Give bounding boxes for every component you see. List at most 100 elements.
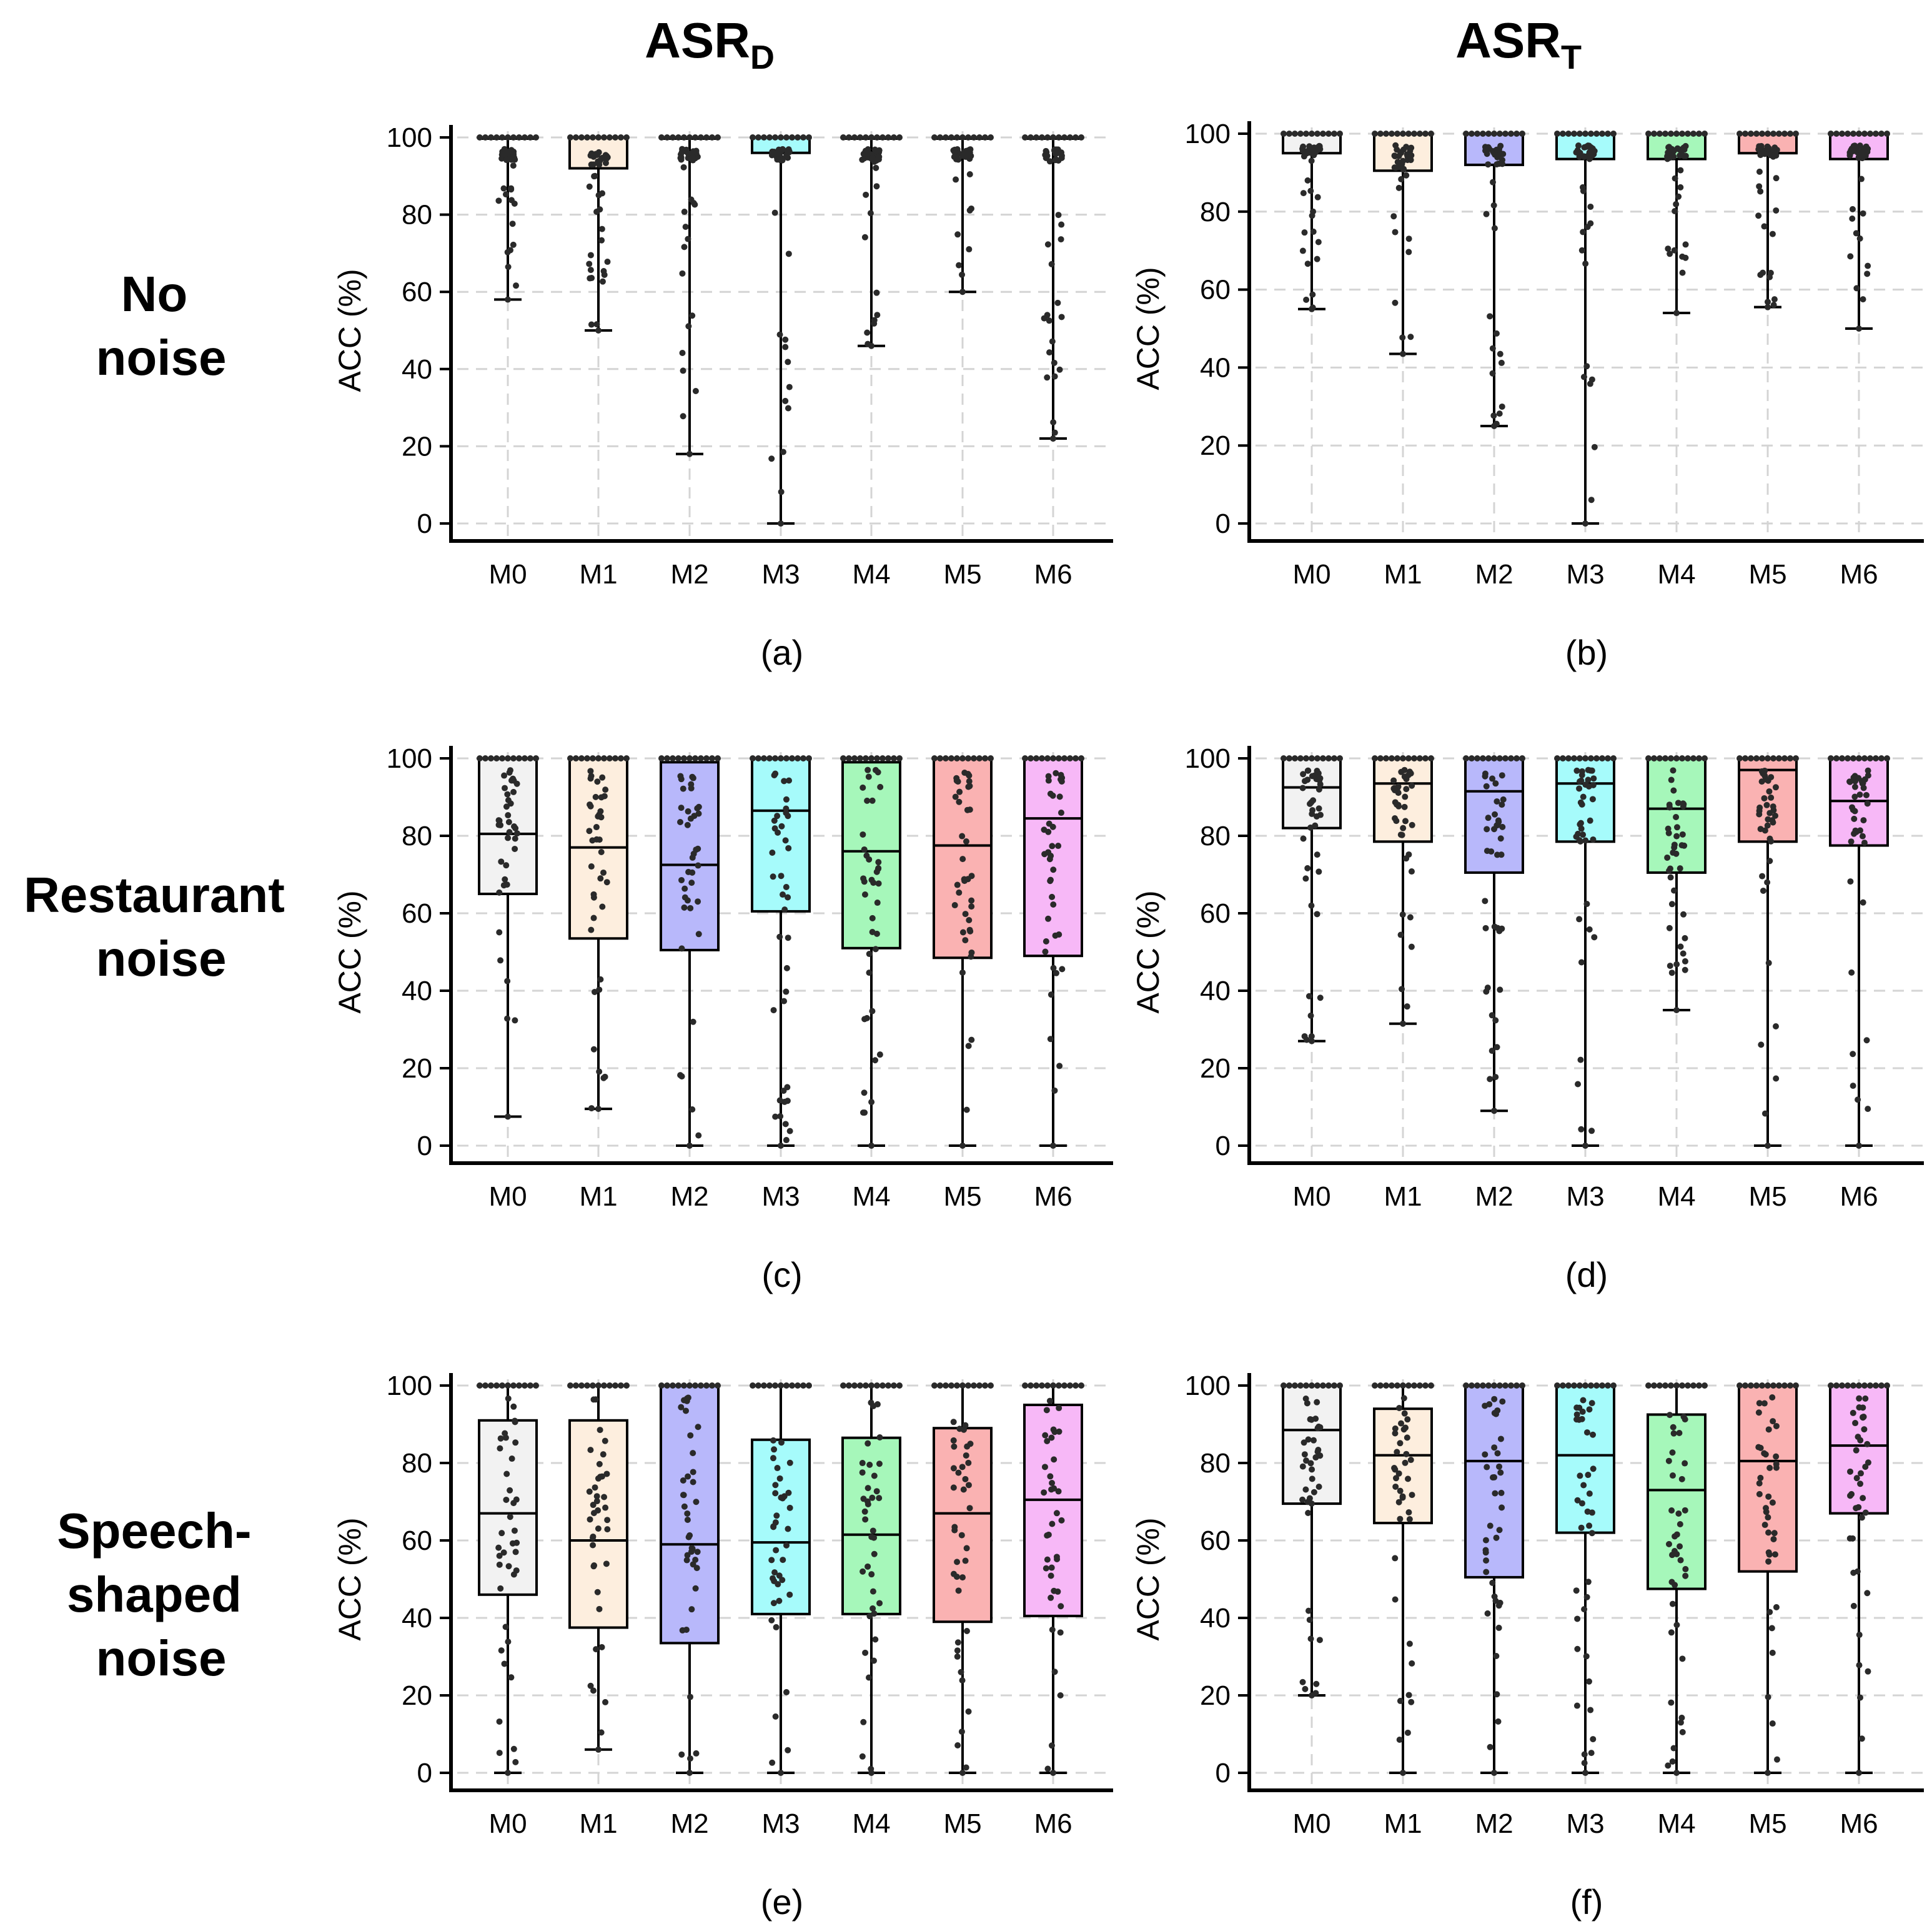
data-point bbox=[755, 755, 761, 761]
data-point bbox=[601, 1494, 608, 1500]
data-point bbox=[1022, 755, 1028, 761]
data-point bbox=[951, 149, 958, 156]
data-point bbox=[1395, 184, 1402, 191]
data-point bbox=[966, 171, 973, 178]
data-point bbox=[596, 1460, 603, 1467]
data-point bbox=[1578, 1126, 1585, 1133]
data-point bbox=[1502, 1382, 1508, 1389]
data-point bbox=[623, 134, 630, 141]
data-point bbox=[1578, 777, 1585, 784]
data-point bbox=[499, 755, 505, 761]
data-point bbox=[1760, 887, 1766, 894]
data-point bbox=[1765, 131, 1771, 137]
data-point bbox=[786, 1459, 793, 1466]
data-point bbox=[871, 1472, 878, 1479]
data-point bbox=[1305, 1436, 1312, 1443]
data-point bbox=[1485, 1382, 1492, 1389]
data-point bbox=[1067, 134, 1073, 141]
data-point bbox=[1873, 755, 1879, 761]
data-point bbox=[1049, 338, 1056, 345]
iqr-box bbox=[1738, 1384, 1798, 1573]
data-point bbox=[1331, 131, 1337, 137]
data-point bbox=[684, 897, 691, 904]
data-point bbox=[1651, 1382, 1657, 1389]
data-point bbox=[573, 755, 579, 761]
data-point bbox=[685, 150, 691, 157]
data-point bbox=[778, 1770, 784, 1776]
data-point bbox=[1668, 1507, 1675, 1514]
data-point bbox=[1849, 215, 1856, 222]
data-point bbox=[785, 1525, 791, 1532]
data-point bbox=[1487, 313, 1494, 320]
data-point bbox=[1668, 131, 1674, 137]
data-point bbox=[587, 275, 593, 282]
data-point bbox=[1682, 935, 1688, 941]
data-point bbox=[688, 781, 695, 788]
data-point bbox=[1061, 134, 1068, 141]
data-point bbox=[1673, 755, 1680, 761]
data-point bbox=[1400, 1382, 1406, 1389]
data-point bbox=[1053, 770, 1059, 776]
y-tick-label: 0 bbox=[417, 1758, 432, 1788]
data-point bbox=[1489, 1012, 1495, 1019]
data-point bbox=[1793, 755, 1799, 761]
data-point bbox=[874, 769, 881, 776]
data-point bbox=[1301, 1451, 1308, 1458]
data-point bbox=[959, 1677, 966, 1684]
data-point bbox=[1861, 1382, 1868, 1389]
data-point bbox=[1314, 755, 1320, 761]
data-point bbox=[1560, 755, 1566, 761]
data-point bbox=[959, 929, 966, 936]
column-title-asr-d: ASRD bbox=[645, 12, 775, 76]
data-points bbox=[1554, 131, 1617, 527]
data-point bbox=[1041, 826, 1048, 833]
box-m4 bbox=[1645, 755, 1708, 1013]
data-point bbox=[772, 770, 779, 777]
data-point bbox=[1073, 1382, 1079, 1389]
data-point bbox=[1756, 1400, 1763, 1407]
y-axis-label: ACC (%) bbox=[332, 890, 367, 1013]
y-tick-label: 0 bbox=[1216, 1758, 1231, 1788]
data-point bbox=[966, 772, 973, 779]
data-point bbox=[863, 134, 869, 141]
data-point bbox=[604, 259, 611, 265]
data-point bbox=[962, 937, 969, 944]
data-point bbox=[496, 1718, 503, 1725]
data-point bbox=[864, 797, 871, 804]
data-point bbox=[1769, 231, 1776, 237]
data-point bbox=[689, 869, 696, 876]
data-point bbox=[510, 1500, 517, 1507]
data-point bbox=[1463, 755, 1469, 761]
data-point bbox=[1484, 1464, 1490, 1470]
data-point bbox=[1748, 131, 1754, 137]
data-point bbox=[1302, 1486, 1309, 1493]
data-point bbox=[695, 862, 701, 869]
data-point bbox=[1585, 1472, 1592, 1479]
data-point bbox=[1300, 771, 1307, 778]
data-point bbox=[1590, 775, 1597, 782]
data-point bbox=[1399, 1493, 1406, 1500]
data-points bbox=[1554, 1382, 1617, 1776]
data-point bbox=[597, 875, 604, 882]
data-point bbox=[1400, 131, 1406, 137]
data-point bbox=[1315, 786, 1322, 793]
data-point bbox=[1673, 1007, 1680, 1013]
data-point bbox=[1309, 1382, 1315, 1389]
data-point bbox=[1667, 1412, 1673, 1419]
data-point bbox=[512, 1549, 519, 1555]
data-point bbox=[698, 755, 704, 761]
data-point bbox=[1049, 893, 1056, 900]
data-point bbox=[1765, 1558, 1772, 1565]
data-point bbox=[1863, 1037, 1870, 1044]
data-point bbox=[1309, 1466, 1315, 1473]
box-m3 bbox=[1554, 131, 1617, 527]
data-point bbox=[1588, 131, 1594, 137]
data-point bbox=[495, 817, 502, 824]
data-point bbox=[604, 1526, 611, 1533]
data-point bbox=[503, 862, 510, 869]
data-point bbox=[968, 903, 975, 910]
data-point bbox=[1331, 1382, 1337, 1389]
data-point bbox=[864, 1485, 871, 1492]
data-point bbox=[876, 1460, 883, 1467]
data-point bbox=[1056, 1382, 1062, 1389]
